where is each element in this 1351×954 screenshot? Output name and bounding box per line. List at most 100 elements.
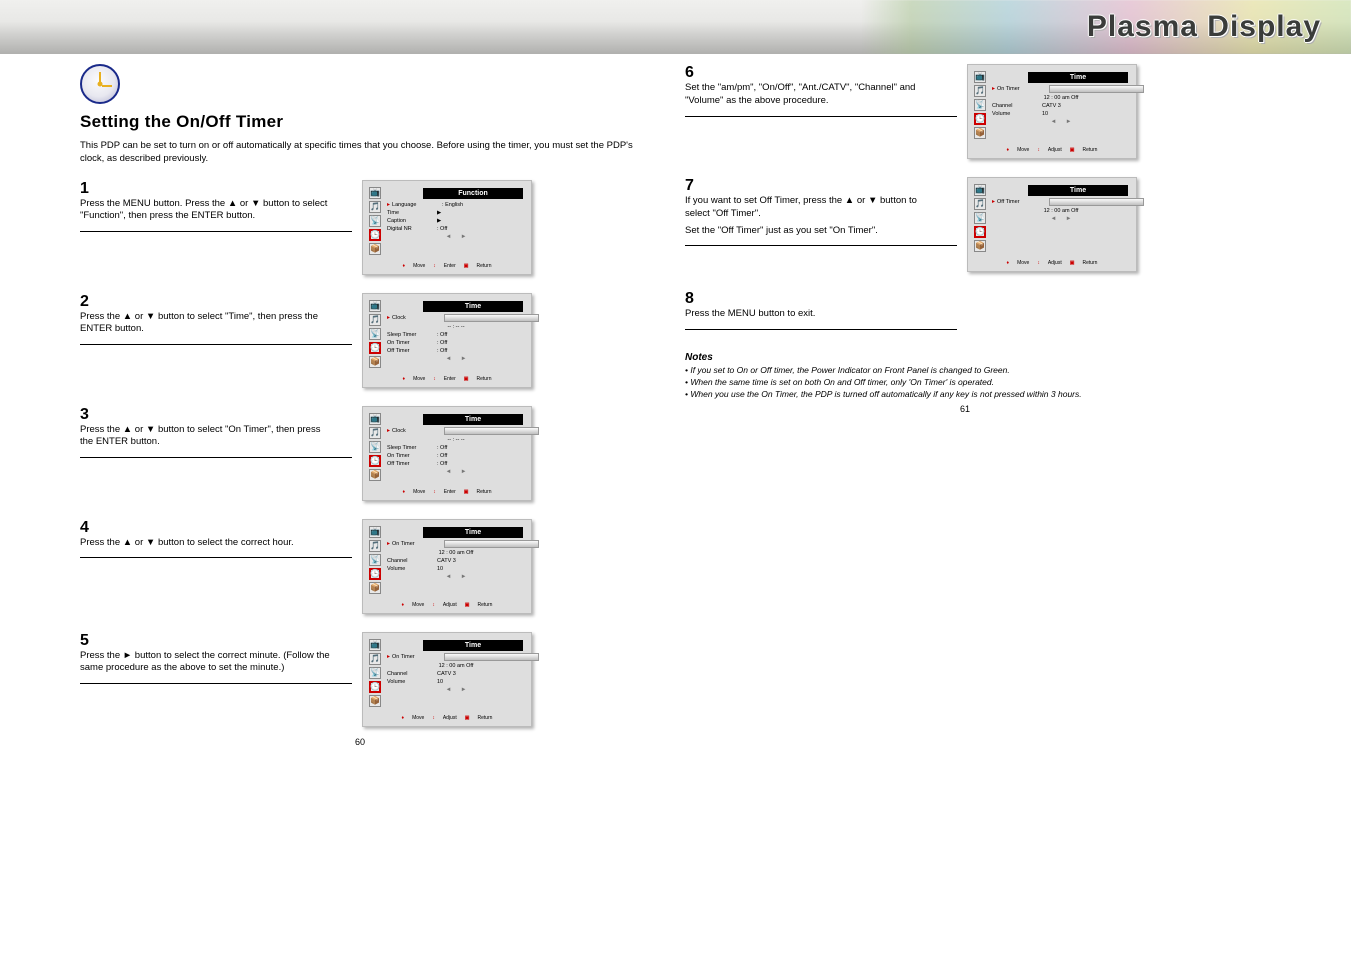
osd-tab-icon[interactable]: 🎵: [369, 540, 381, 552]
step-divider: [80, 457, 352, 458]
osd-tab-icon[interactable]: 📦: [974, 127, 986, 139]
osd-tab-strip: 📺 🎵 📡 🕒 📦: [974, 184, 988, 254]
step-text-block: 5 Press the ► button to select the corre…: [80, 632, 362, 691]
osd-row: Time▶: [387, 210, 525, 216]
step-body: Press the ► button to select the correct…: [80, 650, 335, 676]
osd-tab-icon[interactable]: 🎵: [369, 653, 381, 665]
osd-tab-icon[interactable]: 📺: [369, 526, 381, 538]
osd-row: Off Timer: Off: [387, 461, 525, 467]
osd-tab-icon[interactable]: 📦: [369, 469, 381, 481]
osd-panel: Time 📺🎵📡🕒📦 On Timer 12 : 00 am OffChanne…: [362, 519, 532, 614]
osd-tab-icon[interactable]: 🕒: [369, 568, 381, 580]
osd-body: On Timer 12 : 00 am OffChannelCATV 3Volu…: [992, 85, 1130, 125]
osd-arrows: [387, 356, 525, 362]
step-row: 2 Press the ▲ or ▼ button to select "Tim…: [80, 293, 640, 388]
osd-tab-icon[interactable]: 🕒: [369, 229, 381, 241]
osd-title: Time: [1028, 72, 1128, 83]
step-row: 5 Press the ► button to select the corre…: [80, 632, 640, 727]
osd-tab-icon[interactable]: 📦: [369, 356, 381, 368]
notes-heading: Notes: [685, 352, 1245, 363]
step-number: 5: [80, 632, 96, 650]
osd-tab-icon[interactable]: 🕒: [974, 113, 986, 125]
osd-panel: Time 📺 🎵 📡 🕒 📦 On Timer 12 : 00 am OffChanne…: [362, 632, 532, 727]
osd-tab-icon[interactable]: 📡: [369, 441, 381, 453]
osd-tab-icon[interactable]: 📦: [369, 695, 381, 707]
osd-tab-icon[interactable]: 📺: [974, 71, 986, 83]
osd-tab-icon[interactable]: 📦: [369, 243, 381, 255]
osd-footer: ♦Move↕Enter▣Return: [369, 483, 525, 495]
osd-tab-icon[interactable]: 📡: [369, 667, 381, 679]
osd-tab-icon[interactable]: 📡: [974, 212, 986, 224]
step-text-block: 1 Press the MENU button. Press the ▲ or …: [80, 180, 362, 239]
osd-tab-icon[interactable]: 📡: [369, 328, 381, 340]
step-text-block: 6 Set the "am/pm", "On/Off", "Ant./CATV"…: [685, 64, 967, 123]
osd-row: ChannelCATV 3: [992, 103, 1130, 109]
note-line: • When you use the On Timer, the PDP is …: [685, 389, 1245, 401]
osd-row: Clock: [387, 314, 525, 322]
osd-row: Volume10: [387, 679, 525, 685]
osd-tab-icon[interactable]: 🎵: [369, 427, 381, 439]
osd-panel: Time 📺🎵📡🕒📦 On Timer 12 : 00 am OffChanne…: [967, 64, 1137, 159]
step-number: 4: [80, 519, 96, 537]
osd-tab-icon[interactable]: 🎵: [974, 85, 986, 97]
osd-tab-icon[interactable]: 🕒: [974, 226, 986, 238]
osd-body: Off Timer 12 : 00 am Off: [992, 198, 1130, 222]
osd-body: On Timer 12 : 00 am OffChannelCATV 3Volu…: [387, 653, 525, 693]
osd-tab-icon[interactable]: 🎵: [974, 198, 986, 210]
osd-panel: Function 📺🎵📡🕒📦 Language: EnglishTime▶Cap…: [362, 180, 532, 275]
osd-tab-icon[interactable]: 📺: [974, 184, 986, 196]
step-row: 7 If you want to set Off Timer, press th…: [685, 177, 1245, 272]
osd-title: Time: [423, 414, 523, 425]
osd-arrows: [387, 469, 525, 475]
osd-row: Off Timer: [992, 198, 1130, 206]
clock-icon: [80, 64, 120, 104]
step-text-block: 3 Press the ▲ or ▼ button to select "On …: [80, 406, 362, 465]
step-row: 4 Press the ▲ or ▼ button to select the …: [80, 519, 640, 614]
osd-title: Time: [423, 640, 523, 651]
osd-tab-icon[interactable]: 📦: [974, 240, 986, 252]
osd-tab-icon[interactable]: 📺: [369, 413, 381, 425]
step-divider: [80, 557, 352, 558]
osd-title: Time: [423, 301, 523, 312]
page-body: Setting the On/Off Timer This PDP can be…: [0, 54, 1351, 767]
osd-body: Language: EnglishTime▶Caption▶Digital NR…: [387, 201, 525, 240]
step-number: 6: [685, 64, 701, 82]
step-row: 3 Press the ▲ or ▼ button to select "On …: [80, 406, 640, 501]
osd-row: Caption▶: [387, 218, 525, 224]
osd-tab-strip: 📺 🎵 📡 🕒 📦: [369, 526, 383, 596]
page-number-right: 61: [685, 404, 1245, 414]
osd-row: Digital NR: Off: [387, 226, 525, 232]
step-row: 8 Press the MENU button to exit.: [685, 290, 1245, 336]
osd-tab-icon[interactable]: 📺: [369, 187, 381, 199]
osd-body: Clock -- : -- --Sleep Timer: OffOn Timer…: [387, 427, 525, 475]
osd-arrows: [992, 216, 1130, 222]
osd-tab-icon[interactable]: 🕒: [369, 681, 381, 693]
osd-value-row: 12 : 00 am Off: [992, 95, 1130, 101]
osd-tab-icon[interactable]: 📦: [369, 582, 381, 594]
right-column: 6 Set the "am/pm", "On/Off", "Ant./CATV"…: [675, 54, 1280, 767]
osd-tab-icon[interactable]: 🕒: [369, 342, 381, 354]
osd-panel: Time 📺🎵📡🕒📦 Clock -- : -- --Sleep Timer: …: [362, 293, 532, 388]
step-body: If you want to set Off Timer, press the …: [685, 195, 940, 237]
osd-row: Volume10: [992, 111, 1130, 117]
section-intro: This PDP can be set to turn on or off au…: [80, 140, 640, 166]
osd-arrows: [387, 687, 525, 693]
osd-tab-icon[interactable]: 📺: [369, 639, 381, 651]
left-column: Setting the On/Off Timer This PDP can be…: [70, 54, 675, 767]
osd-tab-icon[interactable]: 🎵: [369, 201, 381, 213]
osd-tab-icon[interactable]: 🎵: [369, 314, 381, 326]
osd-tab-strip: 📺 🎵 📡 🕒 📦: [369, 413, 383, 483]
osd-tab-icon[interactable]: 📺: [369, 300, 381, 312]
step-text-block: 4 Press the ▲ or ▼ button to select the …: [80, 519, 362, 565]
osd-tab-strip: 📺 🎵 📡 🕒 📦: [974, 71, 988, 141]
osd-footer: ♦Move↕Enter▣Return: [369, 257, 525, 269]
page-header: Plasma Display: [0, 0, 1351, 54]
osd-row: Sleep Timer: Off: [387, 332, 525, 338]
osd-tab-icon[interactable]: 📡: [369, 554, 381, 566]
osd-tab-icon[interactable]: 📡: [369, 215, 381, 227]
osd-tab-icon[interactable]: 📡: [974, 99, 986, 111]
step-text-block: 7 If you want to set Off Timer, press th…: [685, 177, 967, 252]
osd-row: On Timer: Off: [387, 453, 525, 459]
section-title: Setting the On/Off Timer: [80, 112, 640, 132]
osd-tab-icon[interactable]: 🕒: [369, 455, 381, 467]
